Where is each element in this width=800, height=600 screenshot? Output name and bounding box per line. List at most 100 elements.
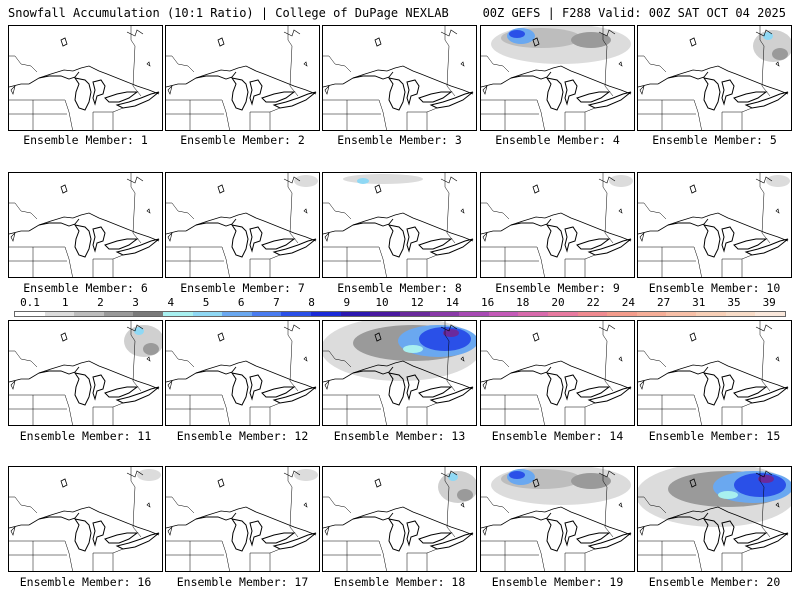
colorbar-segment — [399, 312, 430, 316]
map-canvas-18 — [323, 467, 476, 571]
colorbar-segment — [636, 312, 667, 316]
map-canvas-3 — [323, 26, 474, 130]
map-canvas-17 — [166, 467, 318, 571]
member-label-9: Ensemble Member: 9 — [495, 281, 620, 295]
member-map-6 — [8, 172, 163, 278]
member-label-8: Ensemble Member: 8 — [337, 281, 462, 295]
member-map-8 — [322, 172, 477, 278]
colorbar-tick-label: 1 — [61, 296, 69, 309]
colorbar-segment — [340, 312, 371, 316]
colorbar-segment — [192, 312, 223, 316]
colorbar-segment — [251, 312, 282, 316]
colorbar-segment — [518, 312, 548, 316]
member-label-17: Ensemble Member: 17 — [176, 575, 309, 589]
member-map-3 — [322, 25, 477, 131]
member-label-19: Ensemble Member: 19 — [491, 575, 624, 589]
member-label-1: Ensemble Member: 1 — [23, 133, 148, 147]
member-map-17 — [165, 466, 320, 572]
colorbar-tick-label: 6 — [237, 296, 245, 309]
member-label-10: Ensemble Member: 10 — [648, 281, 781, 295]
colorbar-tick-label: 4 — [167, 296, 175, 309]
map-canvas-4 — [481, 26, 632, 130]
member-map-10 — [637, 172, 792, 278]
member-label-4: Ensemble Member: 4 — [495, 133, 620, 147]
colorbar-tick-label: 7 — [273, 296, 280, 309]
colorbar-tick-label: 22 — [586, 296, 600, 309]
member-label-2: Ensemble Member: 2 — [180, 133, 305, 147]
map-canvas-5 — [638, 26, 791, 130]
map-canvas-14 — [481, 321, 632, 425]
snowfall-colorbar — [14, 311, 786, 317]
map-canvas-20 — [638, 467, 791, 571]
colorbar-tick-label: 10 — [375, 296, 389, 309]
colorbar-tick-label: 12 — [410, 296, 424, 309]
member-map-5 — [637, 25, 792, 131]
colorbar-segment — [459, 312, 489, 316]
map-canvas-13 — [323, 321, 476, 425]
member-map-11 — [8, 320, 163, 426]
map-canvas-11 — [9, 321, 162, 425]
colorbar-tick-label: 14 — [445, 296, 460, 309]
member-map-7 — [165, 172, 320, 278]
member-map-15 — [637, 320, 792, 426]
member-label-6: Ensemble Member: 6 — [23, 281, 148, 295]
colorbar-segment — [607, 312, 637, 316]
member-label-13: Ensemble Member: 13 — [333, 429, 466, 443]
colorbar-tick-label: 27 — [656, 296, 671, 309]
colorbar-tick-label: 9 — [343, 296, 351, 309]
colorbar-tick-label: 8 — [308, 296, 315, 309]
member-map-12 — [165, 320, 320, 426]
map-canvas-10 — [638, 173, 790, 277]
member-label-7: Ensemble Member: 7 — [180, 281, 305, 295]
colorbar-segment — [547, 312, 578, 316]
member-label-14: Ensemble Member: 14 — [491, 429, 624, 443]
member-map-4 — [480, 25, 635, 131]
colorbar-segment — [370, 312, 400, 316]
member-label-18: Ensemble Member: 18 — [333, 575, 466, 589]
member-label-11: Ensemble Member: 11 — [19, 429, 152, 443]
map-canvas-2 — [166, 26, 317, 130]
colorbar-tick-label: 20 — [551, 296, 565, 309]
colorbar-segment — [725, 312, 756, 316]
member-label-16: Ensemble Member: 16 — [19, 575, 152, 589]
colorbar-segment — [696, 312, 726, 316]
member-map-19 — [480, 466, 635, 572]
member-map-18 — [322, 466, 477, 572]
member-label-15: Ensemble Member: 15 — [648, 429, 781, 443]
colorbar-tick-label: 0.1 — [20, 296, 40, 309]
map-canvas-1 — [9, 26, 160, 130]
colorbar-segment — [103, 312, 134, 316]
member-map-20 — [637, 466, 792, 572]
colorbar-tick-label: 2 — [97, 296, 104, 309]
colorbar-segment — [666, 312, 697, 316]
title-right: 00Z GEFS | F288 Valid: 00Z SAT OCT 04 20… — [482, 6, 786, 20]
member-map-1 — [8, 25, 163, 131]
colorbar-segment — [133, 312, 164, 316]
colorbar-segment — [577, 312, 608, 316]
map-canvas-6 — [9, 173, 160, 277]
colorbar-segment — [222, 312, 252, 316]
colorbar-segment — [755, 312, 785, 316]
member-map-9 — [480, 172, 635, 278]
colorbar-segment — [15, 312, 45, 316]
map-canvas-9 — [481, 173, 633, 277]
colorbar-tick-label: 39 — [762, 296, 776, 309]
map-canvas-16 — [9, 467, 161, 571]
member-label-5: Ensemble Member: 5 — [652, 133, 777, 147]
member-map-14 — [480, 320, 635, 426]
member-label-20: Ensemble Member: 20 — [648, 575, 781, 589]
colorbar-tick-label: 3 — [132, 296, 139, 309]
map-canvas-7 — [166, 173, 318, 277]
member-label-12: Ensemble Member: 12 — [176, 429, 309, 443]
colorbar-segment — [488, 312, 519, 316]
colorbar-segment — [429, 312, 460, 316]
colorbar-tick-label: 24 — [621, 296, 636, 309]
member-map-16 — [8, 466, 163, 572]
colorbar-segment — [281, 312, 312, 316]
member-map-13 — [322, 320, 477, 426]
colorbar-segment — [311, 312, 341, 316]
colorbar-segment — [74, 312, 104, 316]
colorbar-tick-label: 31 — [692, 296, 706, 309]
colorbar-tick-label: 16 — [480, 296, 495, 309]
member-map-2 — [165, 25, 320, 131]
